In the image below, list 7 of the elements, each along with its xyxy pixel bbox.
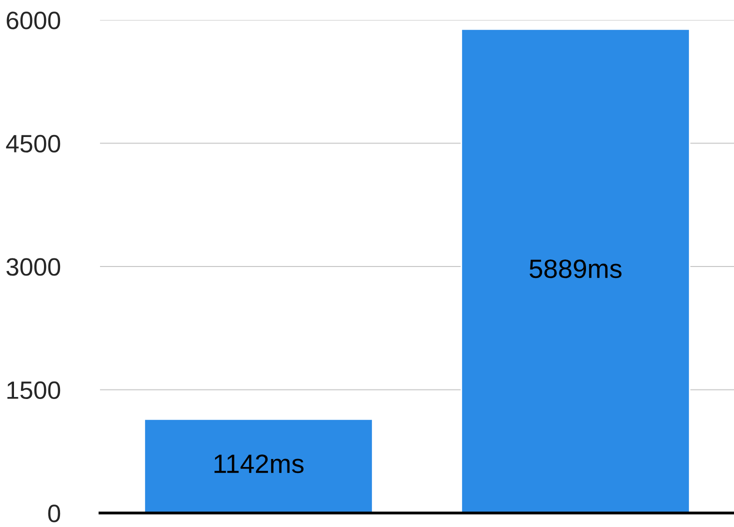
data-label: 1142ms bbox=[214, 454, 304, 474]
y-tick-label: 4500 bbox=[6, 134, 60, 153]
y-tick-label: 1500 bbox=[7, 381, 60, 400]
y-tick-label: 6000 bbox=[6, 12, 60, 30]
y-tick-label: 3000 bbox=[6, 258, 60, 276]
y-tick-label: 0 bbox=[48, 504, 60, 522]
data-label: 5889ms bbox=[530, 259, 622, 278]
